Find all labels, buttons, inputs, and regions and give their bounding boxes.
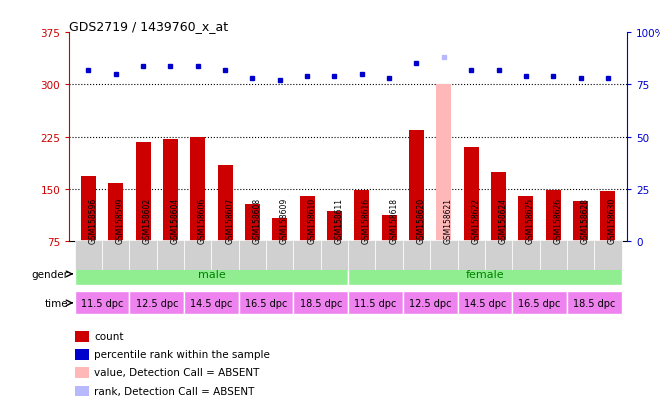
Bar	[573, 201, 588, 242]
FancyBboxPatch shape	[157, 241, 184, 271]
Bar	[108, 184, 123, 242]
FancyBboxPatch shape	[512, 292, 567, 315]
Bar	[436, 85, 451, 242]
Text: time: time	[45, 298, 69, 308]
FancyBboxPatch shape	[403, 241, 430, 271]
Bar	[354, 191, 370, 242]
Text: percentile rank within the sample: percentile rank within the sample	[94, 349, 271, 359]
FancyBboxPatch shape	[457, 241, 485, 271]
FancyBboxPatch shape	[485, 241, 512, 271]
FancyBboxPatch shape	[348, 241, 376, 271]
Text: 14.5 dpc: 14.5 dpc	[464, 298, 506, 308]
Bar	[135, 142, 150, 242]
Text: GSM158625: GSM158625	[526, 198, 535, 244]
FancyBboxPatch shape	[239, 292, 294, 315]
Bar	[327, 212, 342, 242]
Text: GDS2719 / 1439760_x_at: GDS2719 / 1439760_x_at	[69, 20, 228, 33]
Text: female: female	[465, 269, 504, 279]
FancyBboxPatch shape	[567, 241, 594, 271]
Bar	[464, 148, 478, 242]
Text: 11.5 dpc: 11.5 dpc	[81, 298, 123, 308]
Bar	[75, 368, 89, 378]
FancyBboxPatch shape	[129, 292, 184, 315]
Bar	[75, 349, 89, 360]
Bar	[75, 331, 89, 342]
Bar	[245, 205, 260, 242]
Text: 16.5 dpc: 16.5 dpc	[518, 298, 561, 308]
Text: GSM158616: GSM158616	[362, 198, 371, 244]
Bar	[75, 386, 89, 396]
FancyBboxPatch shape	[321, 241, 348, 271]
Text: GSM158599: GSM158599	[115, 197, 125, 244]
Text: gender: gender	[32, 269, 69, 279]
FancyBboxPatch shape	[211, 241, 239, 271]
FancyBboxPatch shape	[266, 241, 294, 271]
Text: GSM158608: GSM158608	[253, 198, 261, 244]
Text: GSM158610: GSM158610	[307, 198, 316, 244]
FancyBboxPatch shape	[430, 241, 457, 271]
Text: 12.5 dpc: 12.5 dpc	[135, 298, 178, 308]
FancyBboxPatch shape	[184, 292, 239, 315]
FancyBboxPatch shape	[594, 241, 622, 271]
Text: 11.5 dpc: 11.5 dpc	[354, 298, 397, 308]
Text: GSM158609: GSM158609	[280, 197, 289, 244]
FancyBboxPatch shape	[512, 241, 539, 271]
Text: 14.5 dpc: 14.5 dpc	[190, 298, 232, 308]
FancyBboxPatch shape	[294, 292, 348, 315]
Text: GSM158606: GSM158606	[198, 197, 207, 244]
FancyBboxPatch shape	[294, 241, 321, 271]
FancyBboxPatch shape	[129, 241, 157, 271]
FancyBboxPatch shape	[348, 292, 403, 315]
FancyBboxPatch shape	[567, 292, 622, 315]
FancyBboxPatch shape	[102, 241, 129, 271]
FancyBboxPatch shape	[75, 241, 102, 271]
Text: GSM158618: GSM158618	[389, 198, 398, 244]
Text: 18.5 dpc: 18.5 dpc	[573, 298, 615, 308]
Bar	[81, 177, 96, 242]
FancyBboxPatch shape	[457, 292, 512, 315]
FancyBboxPatch shape	[376, 241, 403, 271]
Bar	[163, 140, 178, 242]
Text: GSM158596: GSM158596	[88, 197, 98, 244]
Text: rank, Detection Call = ABSENT: rank, Detection Call = ABSENT	[94, 386, 255, 396]
FancyBboxPatch shape	[75, 263, 348, 286]
FancyBboxPatch shape	[75, 292, 129, 315]
Text: 12.5 dpc: 12.5 dpc	[409, 298, 451, 308]
Text: male: male	[197, 269, 225, 279]
Bar	[546, 191, 561, 242]
FancyBboxPatch shape	[539, 241, 567, 271]
Text: GSM158604: GSM158604	[170, 197, 180, 244]
Bar	[218, 165, 232, 242]
Text: count: count	[94, 331, 124, 341]
Bar	[409, 131, 424, 242]
Text: GSM158624: GSM158624	[498, 198, 508, 244]
Text: 16.5 dpc: 16.5 dpc	[245, 298, 287, 308]
FancyBboxPatch shape	[239, 241, 266, 271]
Text: GSM158621: GSM158621	[444, 198, 453, 244]
Text: GSM158620: GSM158620	[416, 198, 426, 244]
Bar	[381, 216, 397, 242]
Text: GSM158630: GSM158630	[608, 197, 617, 244]
Text: GSM158626: GSM158626	[553, 198, 562, 244]
Text: GSM158602: GSM158602	[143, 198, 152, 244]
Bar	[518, 197, 533, 242]
FancyBboxPatch shape	[184, 241, 211, 271]
Text: value, Detection Call = ABSENT: value, Detection Call = ABSENT	[94, 368, 260, 377]
Text: GSM158607: GSM158607	[225, 197, 234, 244]
FancyBboxPatch shape	[403, 292, 457, 315]
Text: GSM158628: GSM158628	[581, 198, 589, 244]
Bar	[273, 218, 287, 242]
Bar	[491, 172, 506, 242]
FancyBboxPatch shape	[348, 263, 622, 286]
Bar	[601, 192, 615, 242]
Bar	[300, 197, 315, 242]
Text: 18.5 dpc: 18.5 dpc	[300, 298, 342, 308]
Bar	[190, 137, 205, 242]
Text: GSM158622: GSM158622	[471, 198, 480, 244]
Text: GSM158611: GSM158611	[335, 198, 343, 244]
